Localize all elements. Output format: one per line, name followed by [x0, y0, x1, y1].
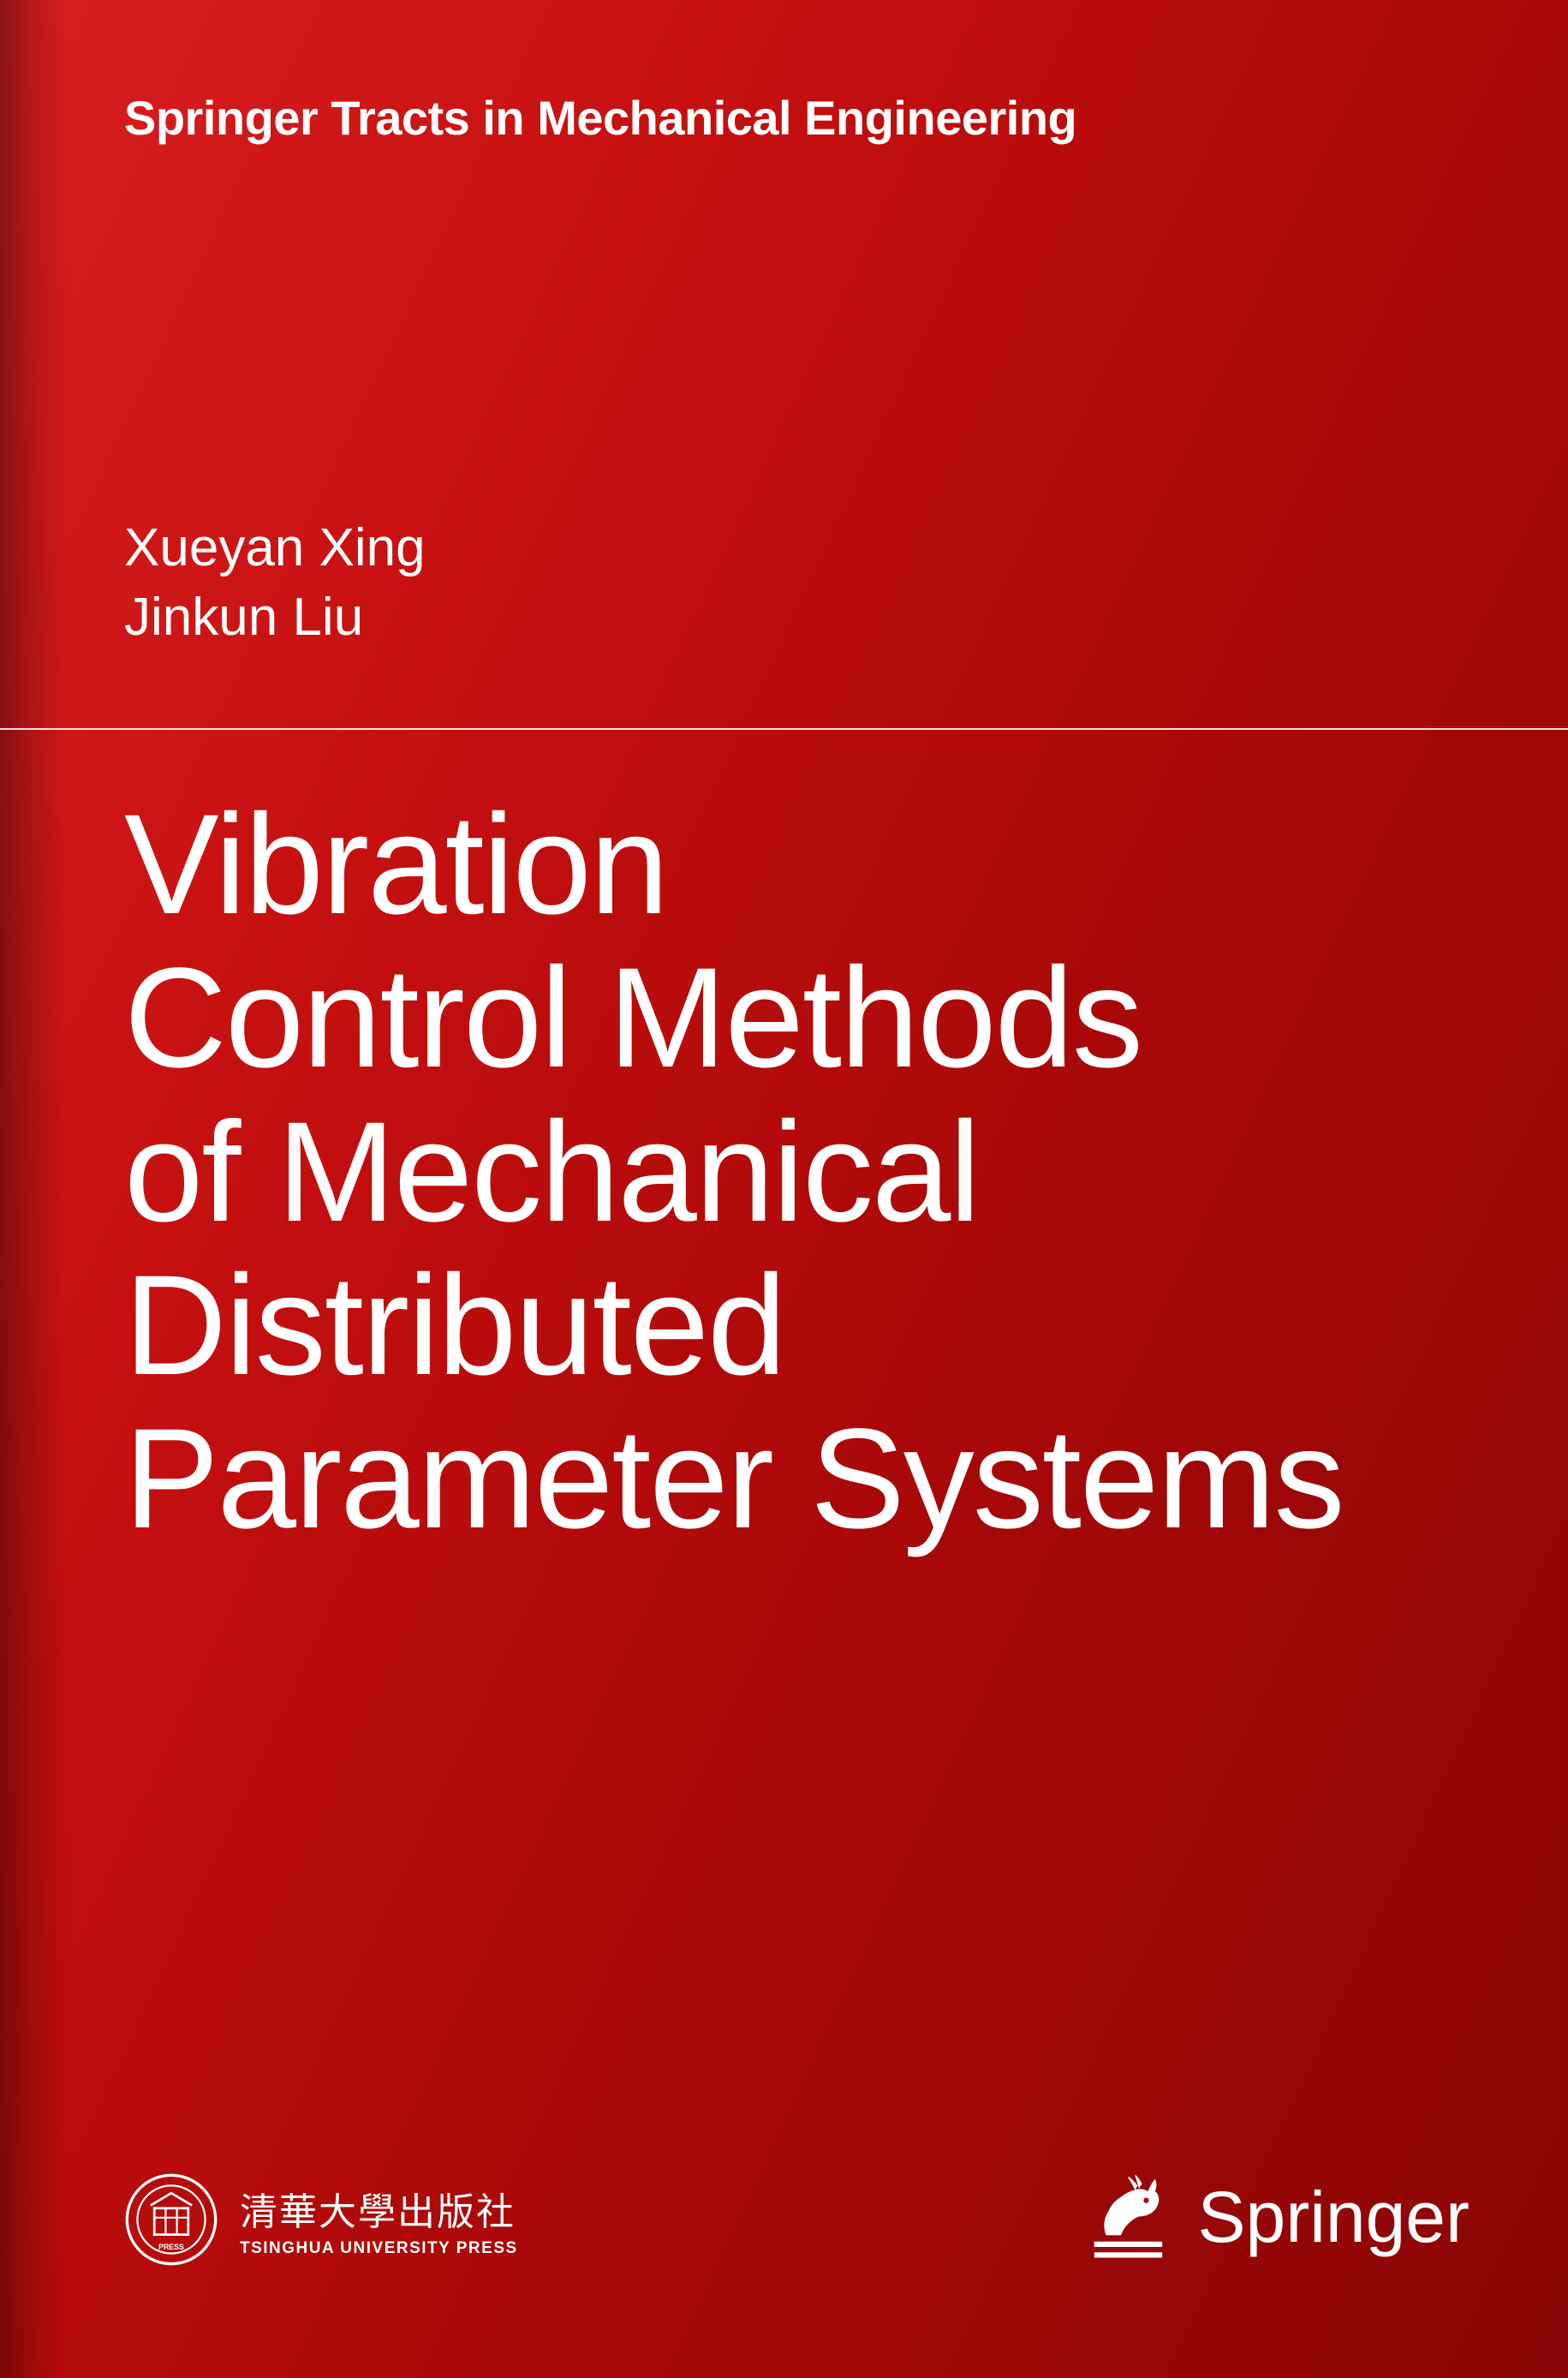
tsinghua-chinese-name: 清華大學出版社: [240, 2181, 518, 2236]
author-1: Xueyan Xing: [124, 514, 426, 583]
tsinghua-text-block: 清華大學出版社 TSINGHUA UNIVERSITY PRESS: [240, 2181, 518, 2258]
tsinghua-seal-icon: PRESS: [124, 2172, 218, 2267]
book-title: Vibration Control Methods of Mechanical …: [124, 788, 1482, 1556]
title-line-5: Parameter Systems: [124, 1402, 1482, 1556]
springer-name: Springer: [1197, 2176, 1470, 2259]
title-line-1: Vibration: [124, 788, 1482, 941]
title-line-4: Distributed: [124, 1249, 1482, 1402]
springer-horse-icon: [1083, 2168, 1173, 2267]
springer-publisher-block: Springer: [1083, 2168, 1470, 2267]
tsinghua-publisher-block: PRESS 清華大學出版社 TSINGHUA UNIVERSITY PRESS: [124, 2172, 518, 2267]
spine-shadow: [0, 0, 69, 2378]
horizontal-divider: [0, 728, 1568, 730]
author-2: Jinkun Liu: [124, 583, 426, 653]
svg-text:PRESS: PRESS: [158, 2243, 184, 2251]
tsinghua-english-name: TSINGHUA UNIVERSITY PRESS: [240, 2239, 518, 2258]
series-title: Springer Tracts in Mechanical Engineerin…: [124, 90, 1076, 146]
title-line-3: of Mechanical: [124, 1096, 1482, 1249]
book-cover: Springer Tracts in Mechanical Engineerin…: [0, 0, 1568, 2378]
authors-block: Xueyan Xing Jinkun Liu: [124, 514, 426, 652]
title-line-2: Control Methods: [124, 941, 1482, 1095]
